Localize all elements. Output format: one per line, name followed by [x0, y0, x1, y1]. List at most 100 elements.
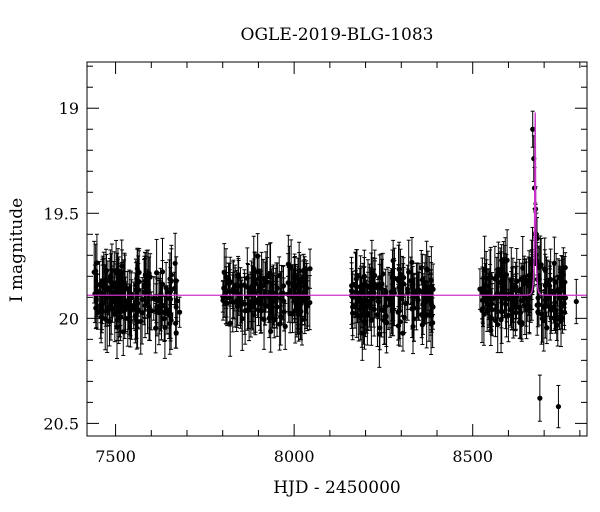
data-point	[108, 306, 114, 312]
data-point	[109, 267, 115, 274]
data-point	[516, 287, 522, 293]
data-point	[559, 314, 566, 321]
data-point	[168, 312, 174, 318]
data-point	[115, 285, 121, 291]
data-point	[112, 311, 118, 317]
data-point	[153, 297, 159, 303]
data-point	[401, 314, 408, 321]
model-curve	[87, 112, 587, 296]
data-point	[132, 313, 138, 319]
data-point	[125, 315, 131, 322]
data-point	[555, 315, 561, 321]
data-point	[553, 307, 559, 314]
data-point	[280, 290, 286, 296]
data-point	[127, 308, 134, 314]
data-point	[159, 269, 166, 275]
data-point	[521, 274, 527, 280]
data-point	[146, 313, 152, 319]
data-point	[251, 266, 257, 272]
data-point	[534, 302, 540, 308]
data-point	[153, 308, 159, 314]
data-point	[487, 272, 493, 278]
data-point	[526, 283, 532, 289]
data-point	[267, 294, 273, 300]
data-point	[573, 298, 579, 305]
data-point	[94, 288, 101, 294]
y-tick-label: 20	[59, 309, 79, 328]
data-point	[512, 298, 519, 304]
data-point	[409, 282, 415, 288]
data-point	[553, 279, 559, 285]
data-point	[299, 317, 305, 323]
data-point	[541, 304, 547, 310]
data-point	[234, 298, 240, 304]
data-point	[255, 253, 261, 259]
data-point	[296, 281, 302, 287]
data-point	[117, 299, 123, 305]
data-point	[409, 306, 415, 312]
data-point	[403, 300, 409, 307]
data-point	[245, 285, 251, 291]
data-point	[408, 277, 415, 284]
data-point	[535, 295, 541, 301]
data-point	[296, 268, 302, 274]
data-point	[114, 324, 120, 330]
data-point	[479, 286, 485, 292]
data-point	[521, 281, 527, 287]
data-point	[419, 289, 425, 295]
data-point	[397, 287, 403, 294]
data-point	[367, 303, 373, 309]
x-tick-label: 8000	[274, 447, 315, 466]
data-point	[303, 295, 309, 301]
data-point	[502, 285, 508, 291]
data-point	[519, 297, 525, 304]
data-point	[167, 320, 173, 327]
data-point	[239, 316, 245, 322]
data-point	[422, 284, 428, 290]
y-axis-label: I magnitude	[7, 198, 27, 302]
data-point	[161, 316, 167, 322]
data-point	[173, 304, 179, 310]
data-point	[280, 283, 287, 289]
data-point	[296, 301, 302, 307]
data-point	[307, 299, 313, 306]
data-point	[376, 331, 382, 337]
data-point	[118, 281, 124, 288]
data-point	[548, 276, 554, 283]
data-point	[430, 304, 436, 310]
data-point	[405, 290, 411, 296]
data-point	[389, 307, 396, 313]
data-point	[520, 265, 526, 271]
data-point	[383, 319, 390, 326]
data-point	[483, 275, 489, 281]
data-point	[377, 325, 383, 331]
data-point	[142, 302, 148, 309]
data-point	[147, 274, 153, 280]
data-point	[382, 313, 388, 320]
data-point	[541, 318, 547, 324]
data-point	[424, 312, 430, 318]
data-point	[303, 274, 309, 281]
data-point	[377, 275, 383, 281]
data-point	[128, 291, 134, 297]
data-point	[358, 289, 364, 295]
data-point	[144, 299, 151, 305]
data-point	[268, 328, 274, 334]
data-point	[297, 306, 303, 313]
data-point	[391, 275, 398, 281]
data-point	[489, 301, 495, 307]
x-axis-label: HJD - 2450000	[273, 478, 401, 498]
data-point	[367, 285, 374, 291]
data-point	[495, 270, 501, 276]
data-point	[360, 284, 366, 290]
data-point	[504, 257, 510, 263]
data-point	[94, 260, 100, 266]
data-point	[230, 287, 236, 293]
data-point	[517, 310, 524, 316]
data-point	[559, 270, 565, 276]
data-point	[241, 282, 247, 288]
data-point	[223, 274, 229, 280]
data-point	[238, 299, 244, 305]
data-point	[504, 296, 510, 302]
data-point	[400, 281, 406, 287]
